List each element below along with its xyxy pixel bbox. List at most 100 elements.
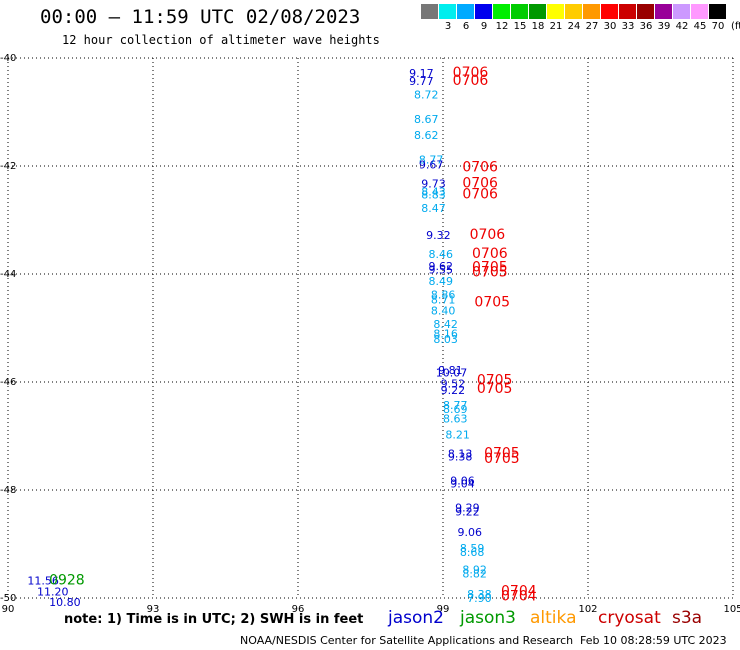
legend-label: 27 [585, 21, 599, 32]
legend-swatch [565, 4, 583, 19]
wave-height-label: 8.42 [433, 318, 458, 331]
legend-label: 12 [495, 21, 509, 32]
legend-label: 70 [711, 21, 725, 32]
chart-title: 00:00 – 11:59 UTC 02/08/2023 [40, 6, 361, 28]
legend-swatch [493, 4, 511, 19]
legend-label: 24 [567, 21, 581, 32]
wave-height-label: 9.52 [441, 377, 466, 390]
time-label: 0928 [49, 573, 85, 589]
legend-label: 18 [531, 21, 545, 32]
legend-label: 45 [693, 21, 707, 32]
legend-label: 30 [603, 21, 617, 32]
wave-height-label: 8.63 [443, 413, 468, 426]
wave-height-label: 9.81 [438, 364, 463, 377]
legend-swatch [439, 4, 457, 19]
time-label: 0706 [453, 73, 489, 89]
wave-height-label: 8.43 [421, 186, 446, 199]
wave-height-label: 9.73 [421, 178, 446, 191]
wave-height-label: 8.47 [421, 202, 446, 215]
time-label: 0704 [501, 589, 537, 605]
wave-height-label: 8.86 [431, 288, 456, 301]
legend-label: 42 [675, 21, 689, 32]
legend-label: 6 [462, 21, 470, 32]
legend-swatch [547, 4, 565, 19]
time-label: 0705 [472, 259, 508, 275]
x-tick-label: 105 [723, 604, 740, 615]
x-tick-label: 102 [578, 604, 597, 615]
wave-height-label: 8.72 [414, 89, 439, 102]
legend-swatch [673, 4, 691, 19]
x-tick-label: 99 [437, 604, 450, 615]
legend-swatch [619, 4, 637, 19]
legend-label: 15 [513, 21, 527, 32]
time-label: 0706 [462, 159, 498, 175]
legend-label: 9 [480, 21, 488, 32]
wave-height-label: 8.77 [419, 153, 444, 166]
wave-height-label: 8.77 [443, 399, 468, 412]
wave-height-label: 8.69 [443, 403, 468, 416]
legend-swatch [691, 4, 709, 19]
wave-height-label: 9.29 [455, 502, 480, 515]
y-tick-label: -42 [0, 161, 16, 172]
wave-height-label: 8.21 [445, 429, 470, 442]
wave-height-label: 8.16 [433, 328, 458, 341]
x-tick-label: 96 [292, 604, 305, 615]
wave-height-label: 9.06 [458, 526, 483, 539]
legend-swatch [511, 4, 529, 19]
legend-swatch [421, 4, 439, 19]
wave-height-label: 8.92 [462, 564, 487, 577]
wave-height-label: 9.06 [450, 475, 475, 488]
y-tick-label: -50 [0, 593, 16, 604]
satellite-altika-label: altika [530, 608, 577, 628]
wave-height-label: 9.32 [426, 229, 451, 242]
y-tick-label: -44 [0, 269, 16, 280]
wave-height-label: 8.62 [414, 129, 439, 142]
time-label: 0706 [453, 65, 489, 81]
legend-label: 39 [657, 21, 671, 32]
time-label: 0706 [462, 186, 498, 202]
wave-height-label: 8.82 [462, 567, 487, 580]
time-label: 0705 [472, 265, 508, 281]
wave-height-label: 8.03 [433, 333, 458, 346]
wave-height-label: 8.68 [460, 546, 485, 559]
legend-swatch [655, 4, 673, 19]
x-tick-label: 93 [147, 604, 160, 615]
legend-swatch [637, 4, 655, 19]
wave-height-label: 8.83 [421, 188, 446, 201]
wave-height-label: 9.77 [409, 75, 434, 88]
chart-subtitle: 12 hour collection of altimeter wave hei… [62, 33, 380, 47]
legend-swatch [457, 4, 475, 19]
wave-height-label: 9.04 [450, 477, 475, 490]
time-label: 0705 [484, 451, 520, 467]
satellite-jason2-label: jason2 [388, 608, 444, 628]
time-label: 0705 [484, 446, 520, 462]
x-tick-label: 90 [2, 604, 15, 615]
wave-height-label: 11.56 [27, 575, 59, 588]
wave-height-label: 9.17 [409, 67, 434, 80]
legend-swatch [601, 4, 619, 19]
legend-label: 36 [639, 21, 653, 32]
time-label: 0706 [472, 246, 508, 262]
footer-timestamp: Feb 10 08:28:59 UTC 2023 [580, 634, 727, 647]
satellite-s3a-label: s3a [672, 608, 703, 628]
units-note: note: 1) Time is in UTC; 2) SWH is in fe… [64, 612, 364, 627]
wave-height-label: 9.62 [429, 260, 454, 273]
wave-height-label: 9.38 [448, 450, 473, 463]
wave-height-label: 8.67 [414, 113, 439, 126]
legend-label: 21 [549, 21, 563, 32]
y-tick-label: -46 [0, 377, 16, 388]
wave-height-label: 8.59 [460, 542, 485, 555]
legend-unit: (ft) [731, 21, 740, 32]
time-label: 0705 [477, 373, 513, 389]
legend-swatch [709, 4, 727, 19]
footer-credit: NOAA/NESDIS Center for Satellite Applica… [240, 634, 574, 647]
wave-height-label: 8.40 [431, 305, 456, 318]
wave-height-label: 9.55 [429, 263, 454, 276]
wave-height-label: 8.46 [429, 248, 454, 261]
wave-height-label: 9.67 [419, 159, 444, 172]
legend-swatch [475, 4, 493, 19]
time-label: 0705 [474, 294, 510, 310]
satellite-cryosat-label: cryosat [598, 608, 661, 628]
